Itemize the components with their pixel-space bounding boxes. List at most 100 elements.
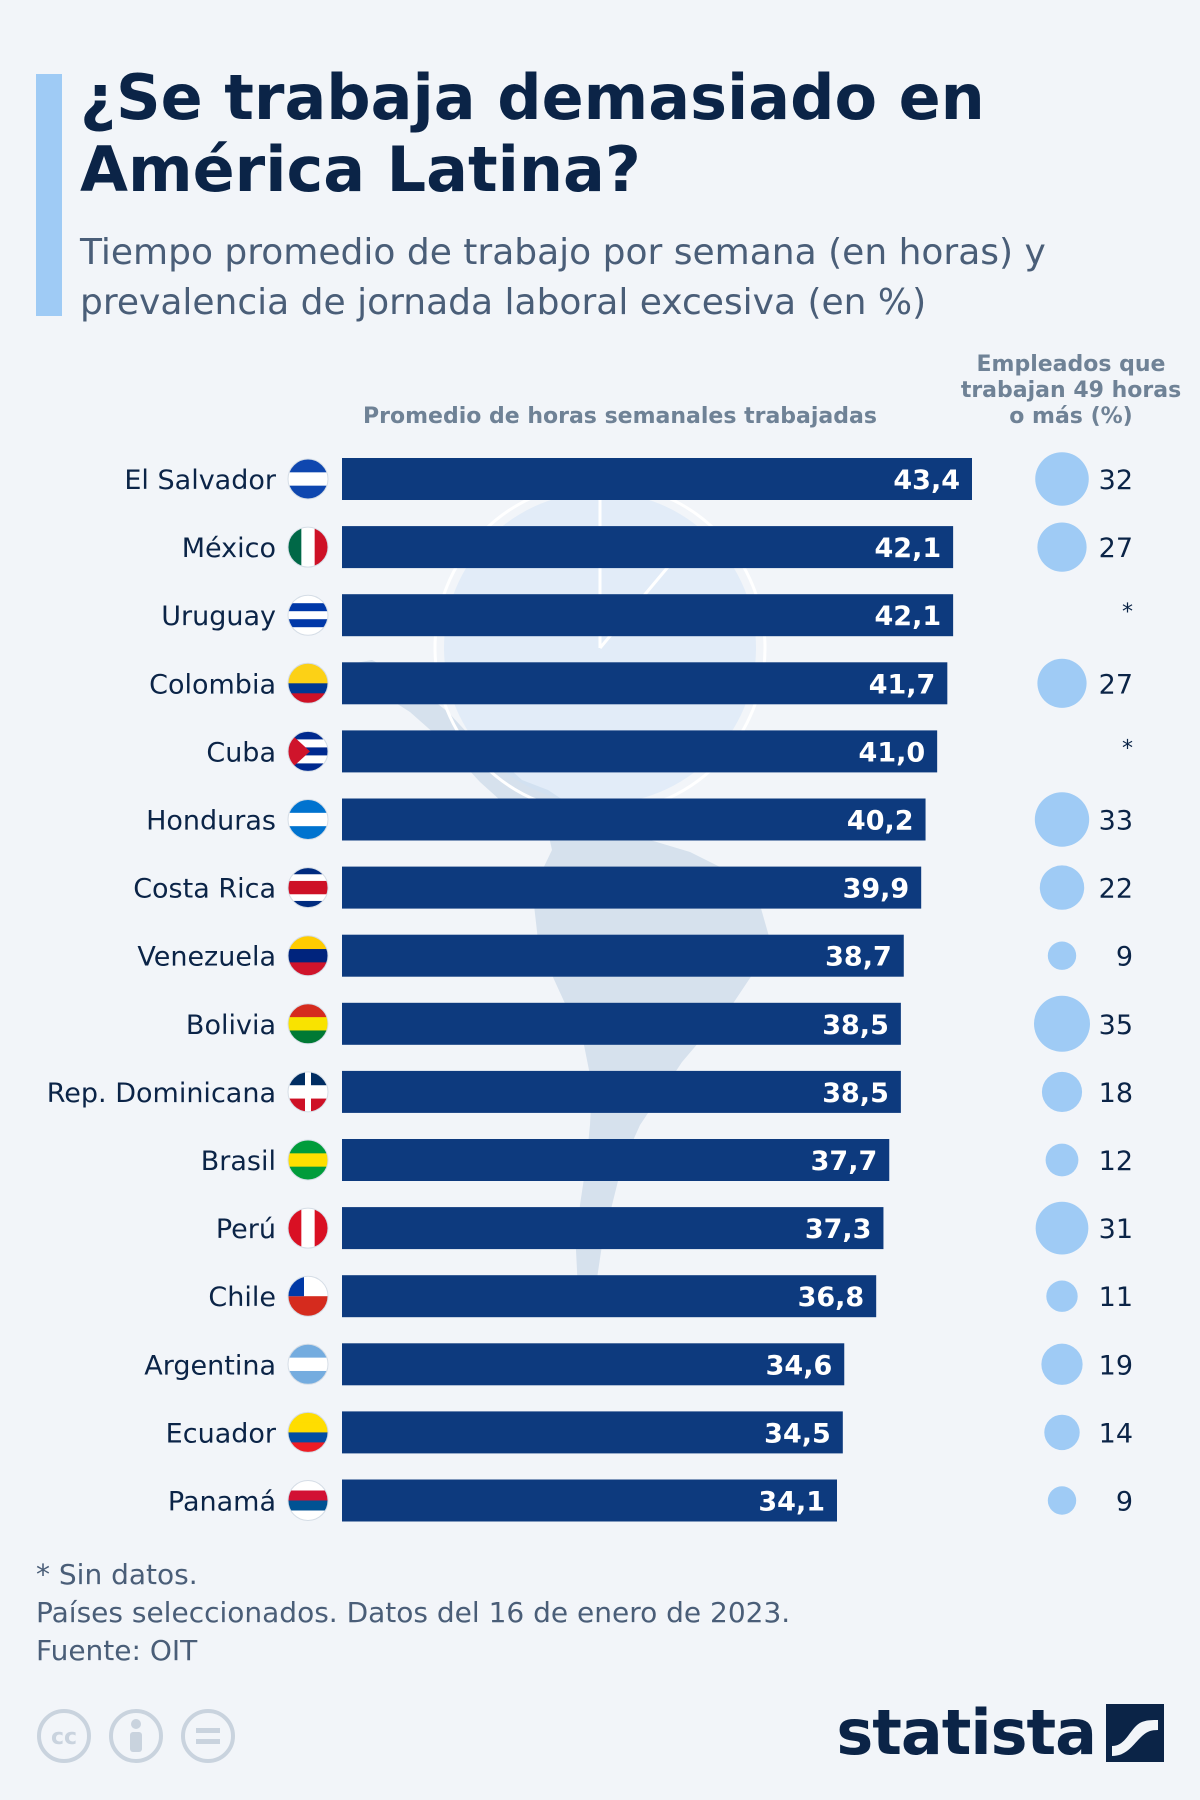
hours-bar <box>342 1002 901 1045</box>
hours-value-label: 34,6 <box>766 1350 833 1381</box>
overtime-bubble <box>1035 1201 1089 1255</box>
flag-venezuela <box>287 935 329 977</box>
overtime-value-label: 27 <box>1099 533 1133 564</box>
flag-costa-rica <box>287 867 329 909</box>
svg-text:cc: cc <box>51 1725 77 1750</box>
bar-chart: El Salvador 43,4 32 México 42,1 27 Uruguay 42,1… <box>47 452 1133 1522</box>
chart-title: ¿Se trabaja demasiado en América Latina? <box>80 61 985 206</box>
country-label: Argentina <box>144 1350 276 1381</box>
country-label: El Salvador <box>124 465 277 496</box>
overtime-value-label: 11 <box>1099 1282 1133 1313</box>
flag-honduras <box>287 799 329 840</box>
title-accent-bar <box>36 74 62 316</box>
country-label: Ecuador <box>166 1418 277 1449</box>
hours-value-label: 41,7 <box>869 669 936 700</box>
hours-bar <box>342 594 954 637</box>
flag-colombia <box>287 662 329 704</box>
hours-value-label: 34,5 <box>764 1418 831 1449</box>
overtime-bubble <box>1041 1343 1083 1385</box>
country-label: Chile <box>208 1282 276 1313</box>
overtime-value-label: 19 <box>1099 1350 1133 1381</box>
country-label: Brasil <box>201 1146 276 1177</box>
license-icons: cc <box>37 1709 235 1763</box>
no-data-marker: * <box>1122 600 1133 625</box>
hours-bar <box>342 458 972 500</box>
overtime-bubble <box>1047 1486 1077 1515</box>
hours-value-label: 39,9 <box>843 874 910 905</box>
overtime-bubble <box>1037 522 1087 572</box>
country-label: Colombia <box>149 669 276 700</box>
hours-value-label: 43,4 <box>893 465 960 496</box>
country-label: Perú <box>216 1214 276 1245</box>
flag-brazil <box>287 1139 329 1181</box>
footnote-no-data: * Sin datos. <box>36 1558 198 1591</box>
overtime-value-label: 9 <box>1116 942 1133 973</box>
hours-bar <box>342 526 954 569</box>
country-label: México <box>182 533 276 564</box>
country-label: Bolivia <box>186 1010 276 1041</box>
flag-peru <box>287 1207 329 1249</box>
hours-value-label: 42,1 <box>875 601 942 632</box>
overtime-bubble <box>1035 452 1089 506</box>
overtime-bubble <box>1041 1071 1083 1112</box>
flag-mexico <box>287 526 329 568</box>
hours-value-label: 38,5 <box>822 1010 889 1041</box>
flag-dominican-republic <box>287 1071 329 1113</box>
overtime-bubble <box>1045 1143 1079 1177</box>
overtime-bubble <box>1034 995 1090 1052</box>
hours-bar <box>342 1207 884 1250</box>
overtime-value-label: 32 <box>1099 465 1133 496</box>
country-label: Uruguay <box>161 601 276 632</box>
hours-bar <box>342 662 948 705</box>
overtime-value-label: 31 <box>1099 1214 1133 1245</box>
overtime-value-label: 9 <box>1116 1487 1133 1518</box>
overtime-bubble <box>1034 792 1090 847</box>
hours-value-label: 38,7 <box>825 942 892 973</box>
hours-value-label: 37,3 <box>805 1214 872 1245</box>
overtime-value-label: 18 <box>1099 1078 1133 1109</box>
flag-panama <box>287 1480 329 1521</box>
statista-logo-icon <box>1106 1703 1164 1762</box>
hours-bar <box>342 1343 845 1386</box>
hours-value-label: 40,2 <box>847 806 914 837</box>
overtime-value-label: 33 <box>1099 806 1133 837</box>
hours-bar <box>342 798 926 841</box>
statista-logo-text: statista <box>836 1696 1097 1769</box>
overtime-bubble <box>1046 1280 1078 1312</box>
no-data-marker: * <box>1122 736 1133 761</box>
country-label: Cuba <box>206 737 276 768</box>
cc-icon[interactable]: cc <box>37 1709 91 1763</box>
hours-bar <box>342 866 922 909</box>
overtime-bubble <box>1039 865 1085 910</box>
hours-value-label: 38,5 <box>822 1078 889 1109</box>
hours-bar <box>342 1275 877 1318</box>
statista-logo[interactable]: statista <box>836 1696 1164 1769</box>
flag-bolivia <box>287 1003 329 1045</box>
hours-value-label: 36,8 <box>798 1282 865 1313</box>
country-label: Venezuela <box>137 942 276 973</box>
hours-bar <box>342 1479 837 1522</box>
flag-ecuador <box>287 1411 329 1453</box>
overtime-bubble <box>1044 1414 1080 1451</box>
hours-value-label: 42,1 <box>875 533 942 564</box>
south-america-map-shape <box>345 660 770 1302</box>
country-label: Honduras <box>146 806 276 837</box>
hours-bar <box>342 934 904 977</box>
hours-bar <box>342 1139 890 1181</box>
footnote-note: Países seleccionados. Datos del 16 de en… <box>36 1596 791 1629</box>
overtime-value-label: 27 <box>1099 669 1133 700</box>
overtime-bubble <box>1047 941 1077 970</box>
hours-bar <box>342 730 938 773</box>
flag-chile <box>287 1275 329 1317</box>
country-label: Costa Rica <box>133 874 276 905</box>
bar-column-header: Promedio de horas semanales trabajadas <box>363 404 877 429</box>
hours-bar <box>342 1070 901 1113</box>
overtime-value-label: 22 <box>1099 874 1133 905</box>
hours-value-label: 41,0 <box>859 737 926 768</box>
attribution-icon[interactable] <box>109 1709 163 1763</box>
country-label: Panamá <box>168 1487 276 1518</box>
no-derivatives-icon[interactable] <box>181 1709 235 1763</box>
chart-subtitle: Tiempo promedio de trabajo por semana (e… <box>80 232 1046 323</box>
country-label: Rep. Dominicana <box>47 1078 276 1109</box>
overtime-value-label: 35 <box>1099 1010 1133 1041</box>
